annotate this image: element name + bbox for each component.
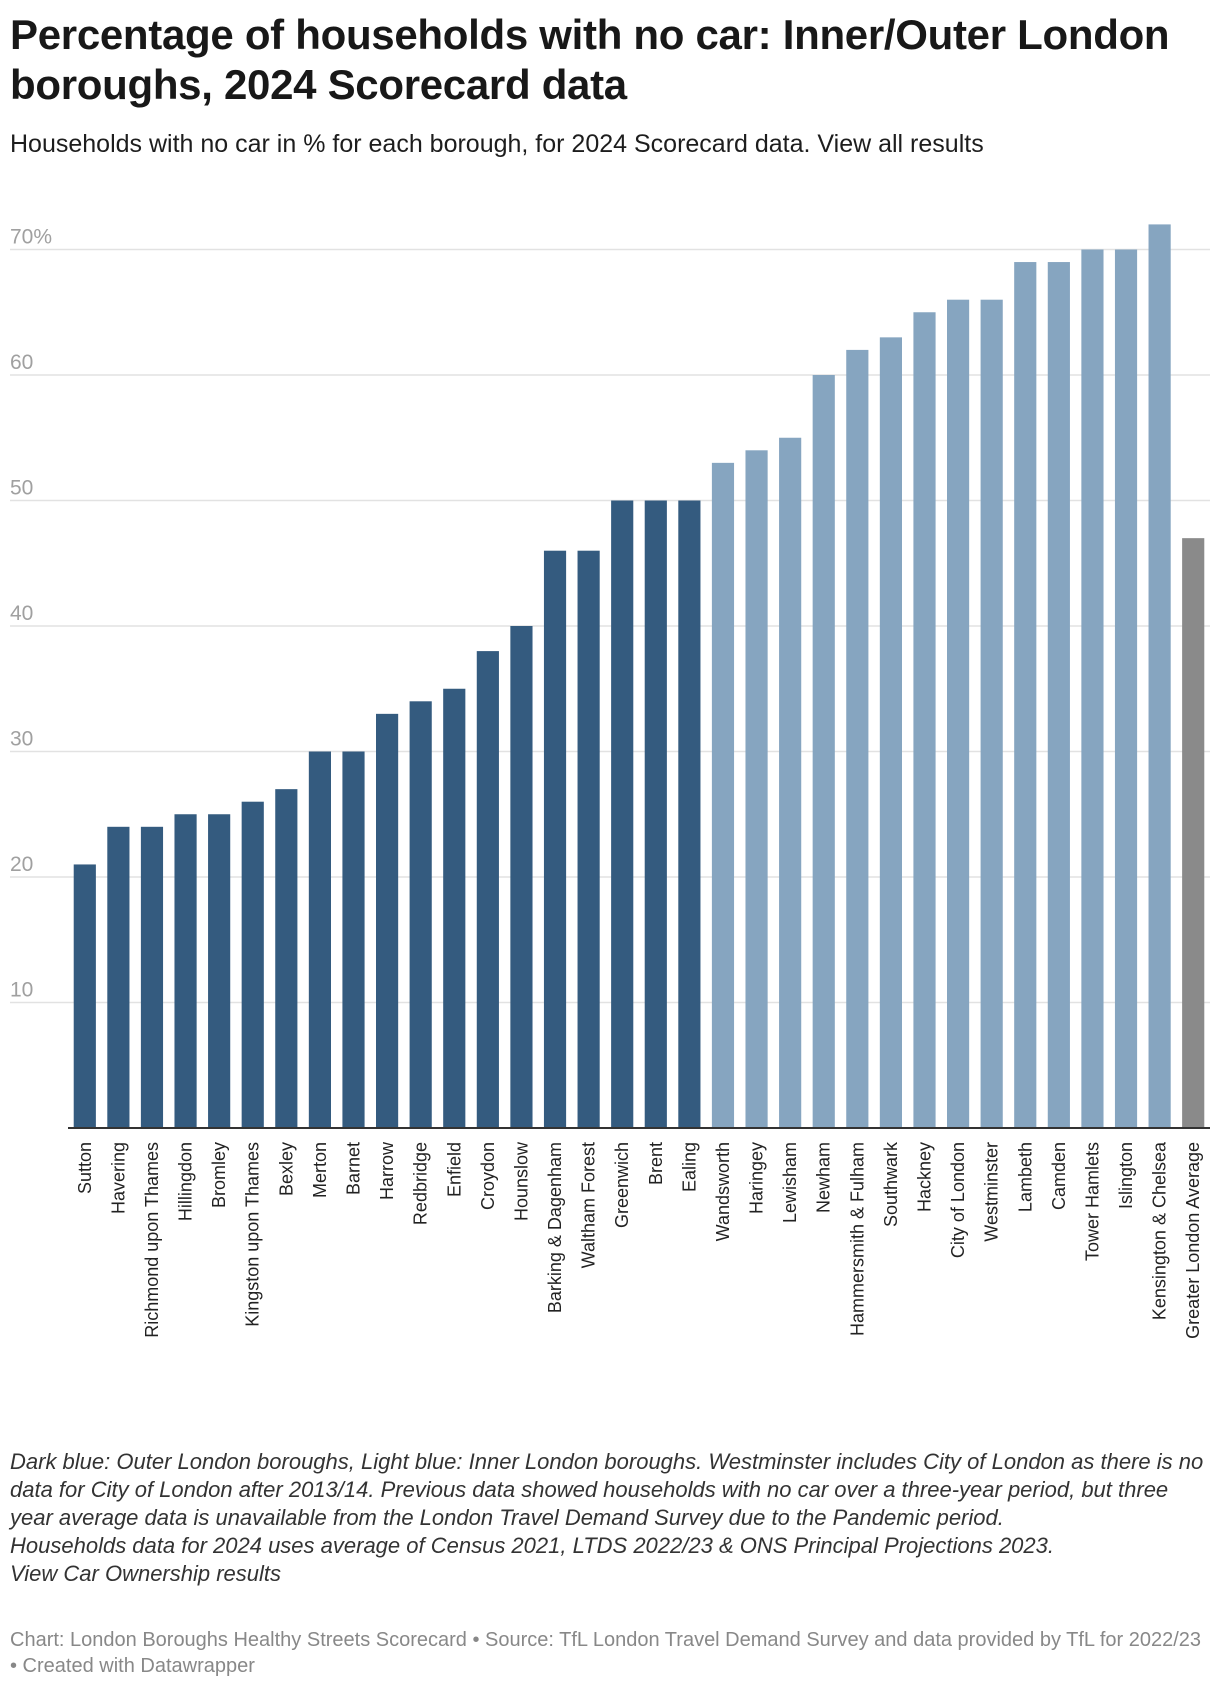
bar xyxy=(1014,262,1037,1128)
y-tick-label: 60 xyxy=(10,351,33,374)
bar xyxy=(644,500,667,1128)
y-tick-label: 50 xyxy=(10,477,33,500)
x-tick-label: Southwark xyxy=(881,1141,901,1227)
x-tick-label: Merton xyxy=(310,1142,330,1198)
bar xyxy=(846,349,869,1128)
notes-data-source: Households data for 2024 uses average of… xyxy=(10,1533,1055,1558)
x-tick-label: Havering xyxy=(108,1142,128,1214)
chart-credit: Chart: London Boroughs Healthy Streets S… xyxy=(10,1629,1202,1677)
x-tick-label: Westminster xyxy=(982,1142,1002,1242)
x-tick-label: Sutton xyxy=(75,1142,95,1194)
bar xyxy=(543,550,567,1128)
bar xyxy=(409,701,432,1128)
x-tick-label: Bromley xyxy=(209,1142,229,1208)
y-tick-label: 10 xyxy=(10,979,33,1002)
bar xyxy=(73,864,96,1128)
notes-link[interactable]: View Car Ownership results xyxy=(10,1561,282,1586)
chart-title: Percentage of households with no car: In… xyxy=(10,11,1170,108)
x-tick-label: Croydon xyxy=(478,1142,498,1210)
x-tick-label: Hackney xyxy=(915,1142,935,1212)
x-tick-label: Newham xyxy=(814,1142,834,1213)
y-tick-label: 40 xyxy=(10,602,33,625)
bar xyxy=(711,462,735,1129)
x-tick-label: Kingston upon Thames xyxy=(243,1142,263,1327)
bar xyxy=(510,626,533,1128)
bar-chart: 10 20 30 40 50 60 70% Sutton Havering Richmond u… xyxy=(10,224,1210,1339)
x-tick-label: City of London xyxy=(948,1142,968,1258)
y-tick-label: 70% xyxy=(10,226,52,249)
x-tick-label: Hammersmith & Fulham xyxy=(847,1142,867,1336)
bar xyxy=(812,375,835,1128)
bar xyxy=(1114,249,1138,1128)
chart-notes: Dark blue: Outer London boroughs, Light … xyxy=(10,1448,1205,1588)
bar xyxy=(678,500,701,1128)
y-tick-label: 30 xyxy=(10,728,33,751)
x-tick-label: Lambeth xyxy=(1015,1142,1035,1212)
bar xyxy=(1081,249,1104,1128)
x-tick-label: Enfield xyxy=(444,1142,464,1197)
x-tick-label: Richmond upon Thames xyxy=(142,1142,162,1338)
bar xyxy=(879,337,902,1129)
bar xyxy=(241,801,264,1128)
bar xyxy=(1047,262,1070,1128)
bar xyxy=(107,826,130,1128)
bar xyxy=(174,814,197,1128)
x-tick-label: Greater London Average xyxy=(1183,1142,1203,1339)
x-tick-label: Redbridge xyxy=(411,1142,431,1225)
x-tick-label: Harrow xyxy=(377,1141,397,1200)
bar xyxy=(577,550,600,1128)
x-tick-label: Lewisham xyxy=(780,1142,800,1223)
y-axis-ticks: 10 20 30 40 50 60 70% xyxy=(10,226,52,1002)
x-tick-label: Wandsworth xyxy=(713,1142,733,1241)
x-tick-label: Kensington & Chelsea xyxy=(1150,1141,1170,1320)
x-tick-label: Camden xyxy=(1049,1142,1069,1210)
x-tick-label: Islington xyxy=(1116,1142,1136,1209)
bar xyxy=(1182,538,1205,1128)
bar xyxy=(745,450,768,1128)
notes-color-key: Dark blue: Outer London boroughs, Light … xyxy=(10,1449,1204,1530)
bar xyxy=(140,826,164,1128)
bar xyxy=(443,688,466,1128)
bar xyxy=(208,814,231,1128)
bar xyxy=(779,437,802,1128)
x-tick-label: Haringey xyxy=(747,1142,767,1214)
bar xyxy=(275,789,298,1128)
bar xyxy=(980,299,1003,1128)
x-tick-label: Barnet xyxy=(344,1142,364,1195)
x-tick-label: Tower Hamlets xyxy=(1082,1142,1102,1261)
x-tick-label: Brent xyxy=(646,1142,666,1185)
x-tick-label: Barking & Dagenham xyxy=(545,1142,565,1313)
x-tick-label: Waltham Forest xyxy=(579,1142,599,1268)
bar xyxy=(913,312,936,1128)
x-tick-label: Hounslow xyxy=(511,1141,531,1221)
x-axis-labels: Sutton Havering Richmond upon Thames Hillin… xyxy=(75,1141,1203,1339)
x-tick-label: Greenwich xyxy=(612,1142,632,1228)
x-tick-label: Bexley xyxy=(276,1142,296,1196)
bars xyxy=(73,224,1205,1129)
bar xyxy=(342,751,365,1128)
bar xyxy=(1148,224,1171,1128)
bar xyxy=(308,751,331,1128)
bar xyxy=(947,299,970,1128)
bar xyxy=(376,713,399,1128)
chart-subtitle: Households with no car in % for each bor… xyxy=(10,130,984,158)
y-tick-label: 20 xyxy=(10,853,33,876)
x-tick-label: Ealing xyxy=(679,1142,699,1192)
x-tick-label: Hillingdon xyxy=(176,1142,196,1221)
bar xyxy=(476,651,499,1128)
bar xyxy=(611,500,634,1128)
